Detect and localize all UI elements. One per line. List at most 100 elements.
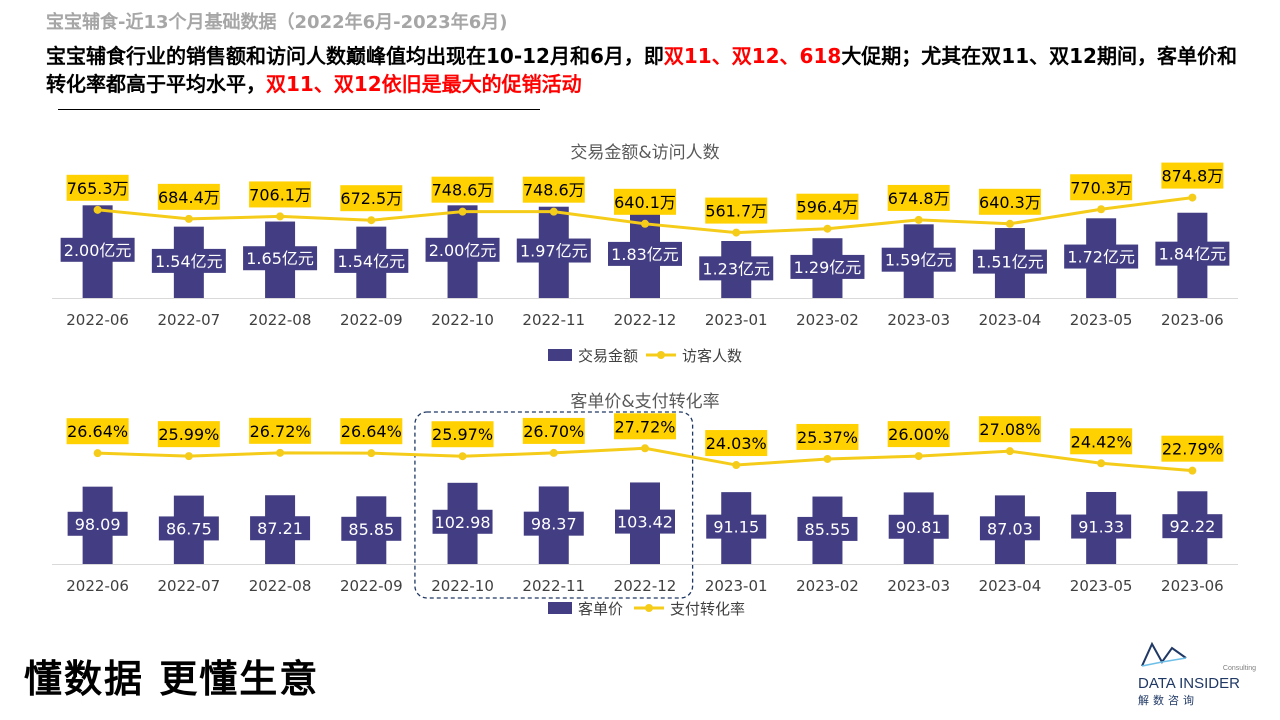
bar-label-box [1064,244,1139,269]
bar-label-box [516,238,591,263]
bar-label-box [699,256,774,281]
line-value-label: 26.00% [888,425,949,444]
line-label-box [431,176,494,203]
line-value-label: 765.3万 [67,179,129,198]
line-point-2022-12 [641,219,649,228]
bar-value-label: 1.54亿元 [155,252,223,271]
line-value-label: 25.97% [432,425,493,444]
headline-underline [58,109,540,110]
line-label-box [796,423,859,450]
line-label-box [522,176,585,203]
x-tick-label: 2023-05 [1070,311,1133,329]
bar-label-box [790,254,865,279]
logo-tagline: Consulting [1223,665,1256,672]
line-value-label: 25.37% [797,428,858,447]
bar-label-box [615,509,675,534]
legend-bar-label: 交易金额 [578,347,638,365]
line-point-2023-01 [732,228,741,237]
bar-value-label: 87.21 [257,519,303,538]
x-tick-label: 2022-11 [522,577,585,595]
bar-value-label: 1.97亿元 [520,242,588,261]
line-label-box [431,421,494,448]
line-value-label: 596.4万 [797,198,859,217]
line-value-label: 25.99% [158,425,219,444]
line-point-2022-09 [367,216,376,225]
bar-label-box [888,514,949,539]
x-tick-label: 2022-12 [614,577,677,595]
line-value-label: 706.1万 [249,185,311,204]
line-label-box [66,174,129,201]
line-point-2023-05 [1097,205,1106,214]
bar-label-box [60,237,135,262]
bar-value-label: 103.42 [617,513,673,532]
x-tick-label: 2022-06 [66,311,129,329]
logo-mark-icon [1141,641,1187,667]
line-point-2022-08 [276,448,285,457]
bar-value-label: 1.23亿元 [702,259,770,278]
line-label-box [1070,428,1133,455]
x-tick-label: 2023-01 [705,311,768,329]
bar-value-label: 86.75 [166,519,212,538]
bar-label-box [523,511,584,536]
line-point-2023-02 [823,454,832,463]
line-value-label: 24.42% [1071,432,1132,451]
line-point-2022-11 [549,207,558,216]
bar-value-label: 1.54亿元 [337,252,405,271]
chart-title: 交易金额&访问人数 [570,143,719,163]
headline-text-2: 大促期；尤其在双11、双12期间，客单价和转化率都高于平均水平， [46,44,1237,96]
bar-value-label: 1.59亿元 [885,251,953,270]
bar-label-box [797,516,858,541]
line-point-2022-06 [93,449,102,458]
x-tick-label: 2022-10 [431,311,494,329]
line-point-2022-10 [458,207,467,216]
bar-value-label: 91.33 [1078,518,1124,537]
line-point-2023-01 [732,461,741,470]
x-tick-label: 2023-02 [796,311,859,329]
line-point-2022-09 [367,449,376,458]
bar-label-box [1155,241,1230,266]
line-point-2022-10 [458,452,467,461]
line-value-label: 26.64% [341,422,402,441]
line-point-2023-02 [823,224,832,233]
line-label-box [340,185,403,212]
line-value-label: 26.72% [250,422,311,441]
legend-line-label: 支付转化率 [670,600,745,618]
line-point-2023-03 [914,452,923,461]
bar-label-box [706,514,767,539]
line-value-label: 672.5万 [340,189,402,208]
x-tick-label: 2023-06 [1161,577,1224,595]
bar-label-box [250,516,311,541]
line-label-box [1161,162,1224,189]
line-value-label: 22.79% [1162,440,1223,459]
line-point-2022-07 [184,214,193,223]
line-point-2023-05 [1097,459,1106,468]
line-label-box [340,418,403,445]
bar-value-label: 87.03 [987,519,1033,538]
line-label-box [978,416,1041,443]
line-value-label: 27.08% [979,420,1040,439]
data-insider-logo: Consulting DATA INSIDER 解数咨询 [1138,641,1256,707]
line-value-label: 26.70% [523,422,584,441]
line-value-label: 24.03% [706,434,767,453]
headline-text-1: 宝宝辅食行业的销售额和访问人数巅峰值均出现在10-12月和6月，即 [46,44,664,68]
sales-visitors-chart: 交易金额&访问人数 2.00亿元 1.54亿元 1.65亿元 1.54亿元 2.00亿元 1… [52,143,1238,365]
line-label-box [614,413,676,440]
x-tick-label: 2023-02 [796,577,859,595]
bar-value-label: 2.00亿元 [64,241,132,260]
line-value-label: 561.7万 [705,202,767,221]
line-point-2023-04 [1005,447,1014,456]
bar-label-box [425,237,500,262]
line-point-2022-12 [641,444,649,453]
legend-line-label: 访客人数 [682,347,742,365]
bar-value-label: 85.55 [805,520,851,539]
line-label-box [887,184,950,211]
line-label-box [887,421,950,448]
bar-value-label: 98.37 [531,515,577,534]
bar-label-box [341,516,402,541]
bar-label-box [1071,514,1132,539]
bar-value-label: 2.00亿元 [429,241,497,260]
page-subtitle: 宝宝辅食-近13个月基础数据（2022年6月-2023年6月) [46,12,508,33]
bar-value-label: 1.84亿元 [1159,245,1227,264]
line-value-label: 770.3万 [1070,178,1132,197]
line-value-label: 640.1万 [614,193,676,212]
